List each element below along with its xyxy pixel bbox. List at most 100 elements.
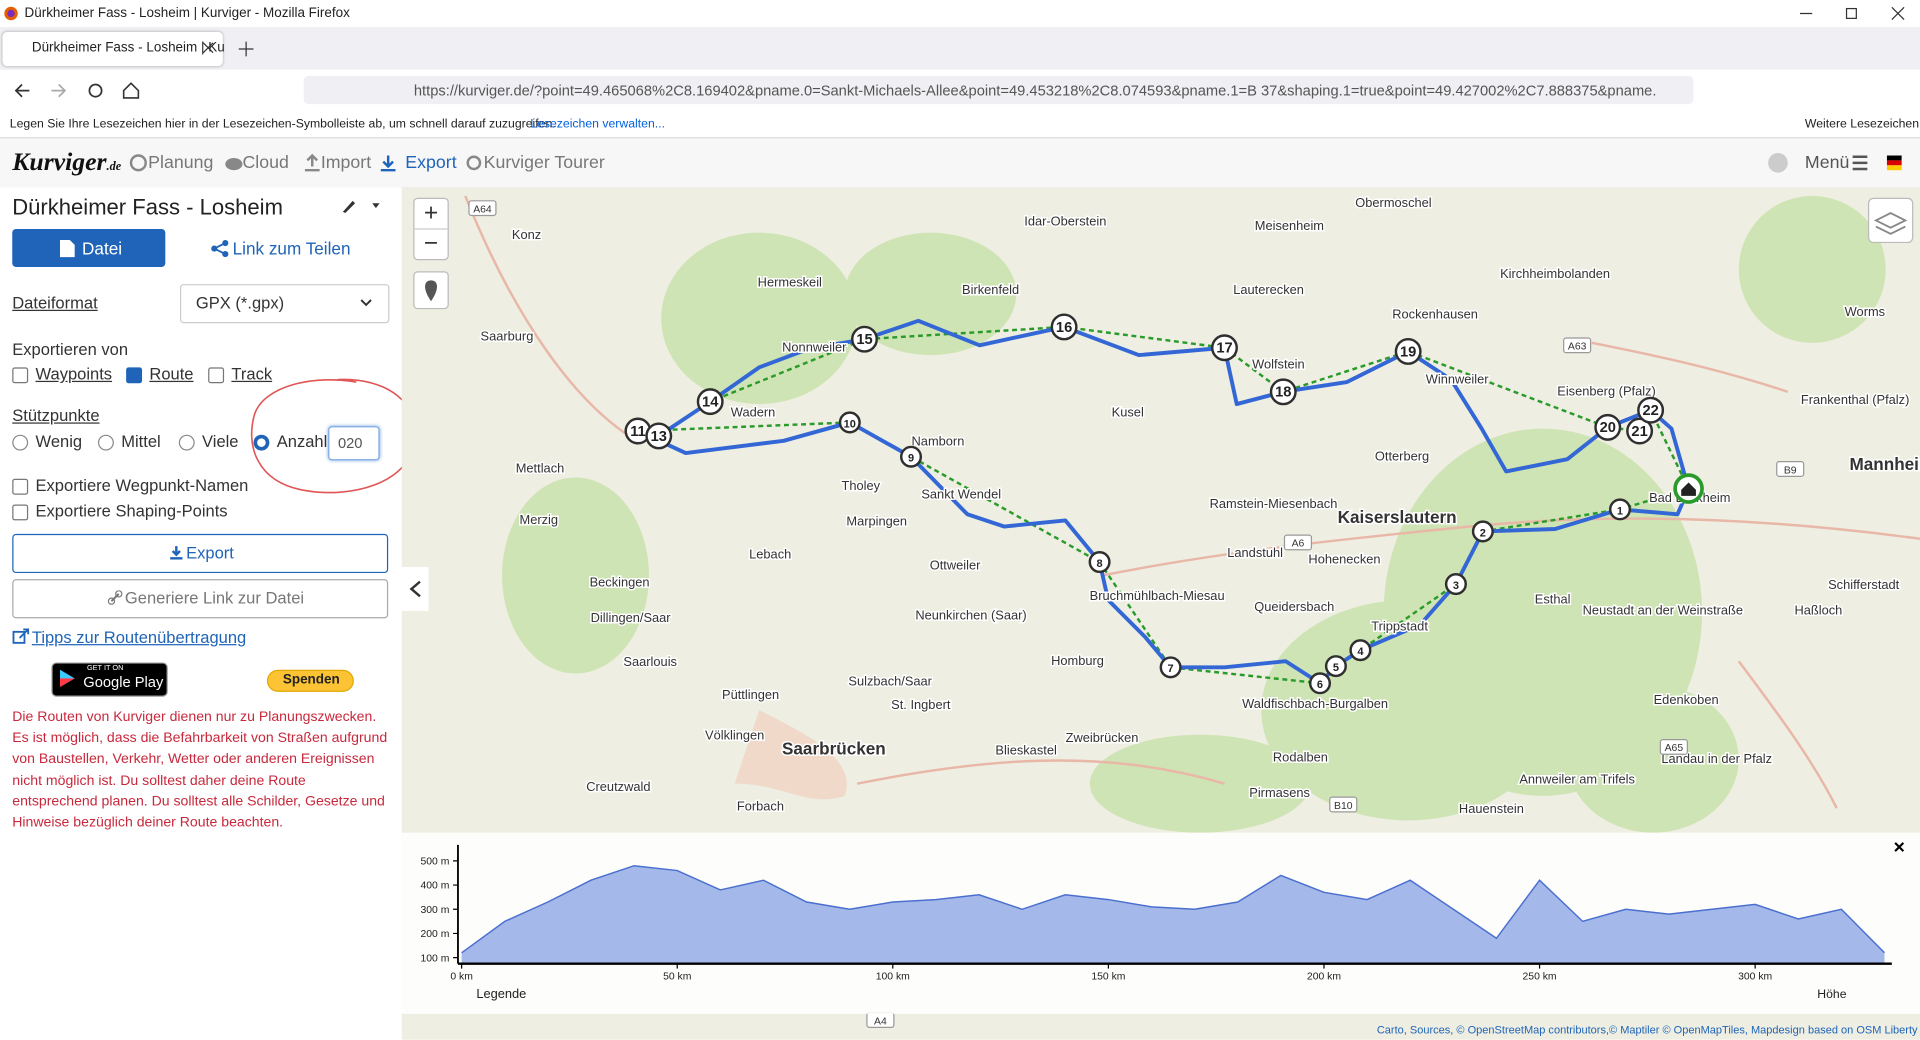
waypoint-marker[interactable]	[1269, 378, 1297, 406]
window-controls[interactable]	[1794, 5, 1916, 22]
waypoint-marker[interactable]	[1159, 656, 1182, 679]
nav-item[interactable]: Import	[320, 153, 372, 173]
badge-large[interactable]: Google Play	[83, 673, 164, 691]
zoom-in[interactable]: +	[424, 199, 438, 226]
waypoint-label[interactable]: 20	[1600, 420, 1616, 436]
option-label[interactable]: Exportiere Wegpunkt-Namen	[35, 476, 249, 495]
file-tab[interactable]	[12, 228, 166, 267]
option-label[interactable]: Wenig	[35, 432, 83, 451]
nav-item[interactable]: Export	[405, 153, 457, 173]
option-label[interactable]: Waypoints	[35, 364, 113, 384]
waypoint-marker[interactable]	[1626, 417, 1654, 445]
link-button-label[interactable]: Generiere Link zur Datei	[124, 588, 305, 608]
waypoint-label[interactable]: 17	[1216, 341, 1232, 357]
waypoint-marker[interactable]	[645, 422, 673, 450]
points-count[interactable]: 020	[337, 434, 363, 452]
logo[interactable]: Kurviger.de	[12, 147, 121, 178]
nav-item[interactable]: Planung	[148, 153, 214, 173]
waypoints[interactable]: 1 2 3 4 56 7 8 9 10 11 13 14 15 16 17 18 19 20 21 22	[624, 313, 1665, 695]
waypoint-label[interactable]: 18	[1275, 385, 1291, 401]
attribution[interactable]: Carto, Sources, © OpenStreetMap contribu…	[1377, 1024, 1918, 1036]
waypoint-marker[interactable]	[1324, 655, 1347, 678]
waypoint-marker[interactable]	[1594, 413, 1622, 441]
option-label[interactable]: Route	[149, 364, 194, 384]
nav-item[interactable]: Kurviger Tourer	[483, 153, 605, 173]
waypoint-marker[interactable]	[1050, 313, 1078, 341]
waypoint-label[interactable]: 3	[1453, 580, 1459, 592]
legend-label[interactable]: Legende	[476, 986, 526, 1001]
waypoint-label[interactable]: 11	[630, 424, 646, 440]
checkbox[interactable]	[208, 367, 225, 384]
format-select[interactable]	[180, 284, 390, 324]
tab-close[interactable]	[201, 40, 216, 55]
bookmarks-more[interactable]: Weitere Lesezeichen	[1804, 117, 1920, 132]
radio[interactable]	[12, 434, 29, 451]
waypoint-label[interactable]: 2	[1480, 527, 1486, 539]
waypoint-label[interactable]: 7	[1168, 663, 1174, 675]
option-label[interactable]: Viele	[202, 432, 239, 451]
waypoint-marker[interactable]	[900, 445, 923, 468]
close-profile[interactable]: ×	[1893, 836, 1904, 858]
donate-label[interactable]: Spenden	[282, 672, 340, 687]
waypoint-label[interactable]: 6	[1317, 679, 1323, 691]
share-tab[interactable]: Link zum Teilen	[232, 238, 351, 259]
option-label[interactable]: Exportiere Shaping-Points	[35, 502, 228, 521]
waypoint-marker[interactable]	[1394, 337, 1422, 365]
option-label[interactable]: Anzahl	[276, 432, 328, 451]
map[interactable]: Konz Idar-Oberstein Meisenheim Obermoschel H…	[401, 187, 1920, 1040]
checkbox[interactable]	[126, 367, 143, 384]
tab[interactable]	[2, 31, 223, 67]
donate-button[interactable]	[266, 669, 354, 692]
logo-text[interactable]: Kurviger	[12, 146, 107, 177]
option-label[interactable]: Track	[231, 364, 273, 384]
waypoint-label[interactable]: 1	[1617, 505, 1623, 517]
header-icons[interactable]	[1767, 152, 1914, 174]
link-button[interactable]	[12, 579, 389, 619]
waypoint-marker[interactable]	[1308, 672, 1332, 695]
format-value[interactable]: GPX (*.gpx)	[195, 293, 285, 313]
url-text[interactable]: https://kurviger.de/?point=49.465068%2C8…	[413, 82, 1657, 100]
points-input[interactable]	[328, 426, 380, 461]
waypoint-label[interactable]: 19	[1400, 344, 1416, 360]
route-title[interactable]: Dürkheimer Fass - Losheim	[12, 194, 283, 220]
waypoint-label[interactable]: 13	[651, 429, 667, 445]
waypoint-label[interactable]: 10	[844, 418, 856, 430]
waypoint-marker[interactable]	[1471, 520, 1494, 543]
waypoint-label[interactable]: 16	[1056, 320, 1072, 336]
checkbox[interactable]	[12, 478, 29, 495]
waypoint-label[interactable]: 8	[1097, 558, 1103, 570]
layers-button[interactable]	[1867, 197, 1914, 244]
export-button[interactable]	[12, 533, 389, 574]
waypoint-label[interactable]: 15	[856, 332, 872, 348]
waypoint-marker[interactable]	[851, 325, 878, 353]
nav-buttons[interactable]	[12, 80, 183, 102]
waypoint-label[interactable]: 21	[1631, 424, 1647, 440]
export-button-label[interactable]: Export	[186, 543, 234, 563]
waypoint-marker[interactable]	[696, 388, 724, 416]
file-tab-label[interactable]: Datei	[82, 238, 123, 259]
title-tools[interactable]	[340, 197, 384, 214]
radio[interactable]	[97, 434, 114, 451]
url-bar[interactable]	[303, 75, 1694, 105]
waypoint-marker[interactable]	[838, 411, 861, 434]
radio[interactable]	[178, 434, 195, 451]
collapse-panel[interactable]	[401, 566, 429, 612]
nav-item[interactable]: Cloud	[242, 153, 289, 173]
waypoint-label[interactable]: 5	[1333, 662, 1339, 674]
waypoint-label[interactable]: 22	[1642, 403, 1658, 419]
waypoint-marker[interactable]	[1608, 498, 1632, 521]
menu[interactable]: Menü	[1804, 153, 1850, 173]
waypoint-label[interactable]: 9	[908, 453, 914, 465]
waypoint-marker[interactable]	[1349, 639, 1372, 662]
waypoint-marker[interactable]	[1637, 396, 1665, 424]
option-label[interactable]: Mittel	[121, 432, 161, 451]
waypoint-label[interactable]: 14	[702, 395, 719, 411]
waypoint-marker[interactable]	[1088, 551, 1111, 574]
logo-suffix[interactable]: .de	[106, 160, 122, 174]
radio[interactable]	[253, 434, 270, 451]
new-tab[interactable]	[238, 40, 255, 57]
waypoint-label[interactable]: 4	[1357, 646, 1364, 658]
checkbox[interactable]	[12, 504, 29, 521]
waypoint-marker[interactable]	[1444, 573, 1467, 596]
waypoint-marker[interactable]	[1211, 334, 1238, 362]
